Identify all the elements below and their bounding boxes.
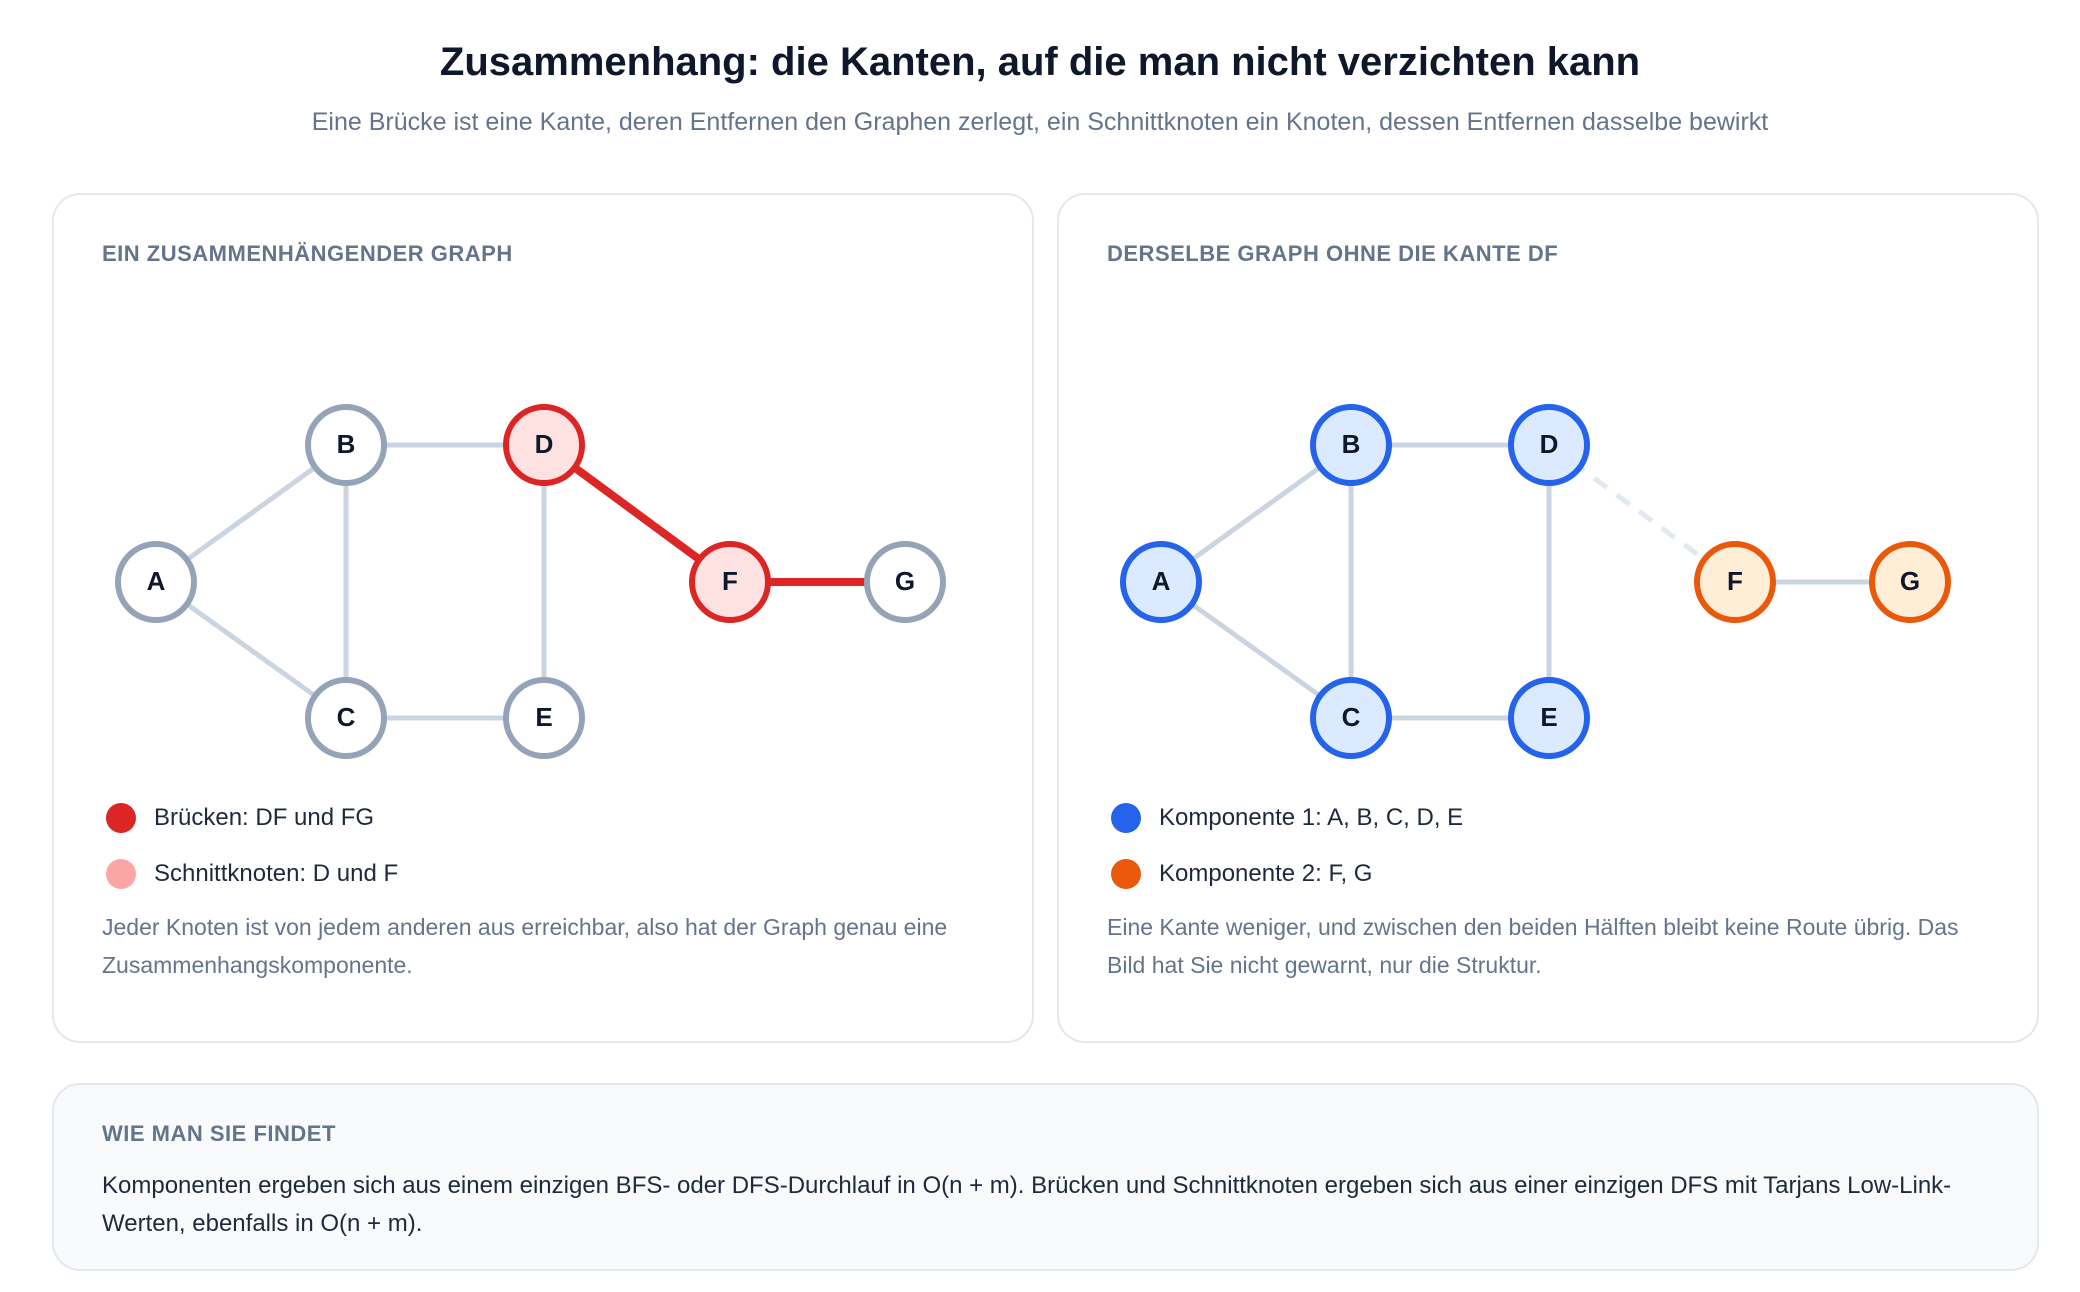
node-circle: [305, 677, 387, 759]
cut-vertex-swatch: [106, 859, 136, 889]
bridge-swatch: [106, 803, 136, 833]
node-circle: [689, 541, 771, 623]
node-a: A: [1120, 541, 1202, 623]
node-c: C: [1310, 677, 1392, 759]
legend-item-cut-vertices: Schnittknoten: D und F: [106, 846, 398, 902]
node-b: B: [1310, 404, 1392, 486]
node-label: C: [337, 702, 356, 732]
node-e: E: [503, 677, 585, 759]
node-label: E: [1540, 702, 1557, 732]
node-circle: [1310, 404, 1392, 486]
node-label: A: [147, 566, 166, 596]
node-d: D: [503, 404, 585, 486]
node-circle: [503, 677, 585, 759]
node-c: C: [305, 677, 387, 759]
graph-diagram: A B C D E F G: [115, 404, 946, 759]
node-d: D: [1508, 404, 1590, 486]
node-label: F: [722, 566, 738, 596]
node-circle: [1508, 404, 1590, 486]
legend-text: Brücken: DF und FG: [154, 804, 375, 831]
card-label: DERSELBE GRAPH OHNE DIE KANTE DF: [1107, 241, 1559, 266]
node-label: B: [1342, 429, 1361, 459]
node-circle: [1869, 541, 1951, 623]
legend: Komponente 1: A, B, C, D, E Komponente 2…: [1111, 790, 1463, 902]
node-circle: [1310, 677, 1392, 759]
node-label: G: [1900, 566, 1920, 596]
node-circle: [864, 541, 946, 623]
legend-item-bridges: Brücken: DF und FG: [106, 790, 398, 846]
legend-text: Komponente 2: F, G: [1159, 860, 1373, 887]
node-label: C: [1342, 702, 1361, 732]
graph-without-edge-card: DERSELBE GRAPH OHNE DIE KANTE DF A B C D E F G…: [1057, 193, 2039, 1043]
page-subtitle: Eine Brücke ist eine Kante, deren Entfer…: [311, 108, 1769, 136]
card-note: Jeder Knoten ist von jedem anderen aus e…: [102, 914, 948, 978]
legend-text: Schnittknoten: D und F: [154, 860, 399, 887]
node-label: G: [895, 566, 915, 596]
node-b: B: [305, 404, 387, 486]
node-label: A: [1152, 566, 1171, 596]
node-label: D: [1540, 429, 1559, 459]
component-1-swatch: [1111, 803, 1141, 833]
node-circle: [115, 541, 197, 623]
card-label: EIN ZUSAMMENHÄNGENDER GRAPH: [102, 241, 513, 266]
page-title: Zusammenhang: die Kanten, auf die man ni…: [439, 40, 1641, 84]
connected-graph-card: EIN ZUSAMMENHÄNGENDER GRAPH A B C D E F G Brüc…: [52, 193, 1034, 1043]
how-to-find-card: WIE MAN SIE FINDET Komponenten ergeben s…: [52, 1083, 2039, 1271]
node-circle: [503, 404, 585, 486]
node-label: E: [535, 702, 552, 732]
node-g: G: [864, 541, 946, 623]
card-text: Komponenten ergeben sich aus einem einzi…: [102, 1172, 1952, 1237]
node-circle: [1694, 541, 1776, 623]
legend-item-component-2: Komponente 2: F, G: [1111, 846, 1463, 902]
node-circle: [1508, 677, 1590, 759]
legend: Brücken: DF und FG Schnittknoten: D und …: [106, 790, 398, 902]
node-f: F: [689, 541, 771, 623]
card-label: WIE MAN SIE FINDET: [102, 1121, 336, 1146]
node-g: G: [1869, 541, 1951, 623]
node-circle: [1120, 541, 1202, 623]
node-circle: [305, 404, 387, 486]
node-label: F: [1727, 566, 1743, 596]
legend-item-component-1: Komponente 1: A, B, C, D, E: [1111, 790, 1463, 846]
card-note: Eine Kante weniger, und zwischen den bei…: [1107, 914, 1959, 978]
node-e: E: [1508, 677, 1590, 759]
graph-diagram: A B C D E F G: [1120, 404, 1951, 759]
component-2-swatch: [1111, 859, 1141, 889]
node-f: F: [1694, 541, 1776, 623]
node-a: A: [115, 541, 197, 623]
node-label: D: [535, 429, 554, 459]
node-label: B: [337, 429, 356, 459]
legend-text: Komponente 1: A, B, C, D, E: [1159, 804, 1464, 831]
